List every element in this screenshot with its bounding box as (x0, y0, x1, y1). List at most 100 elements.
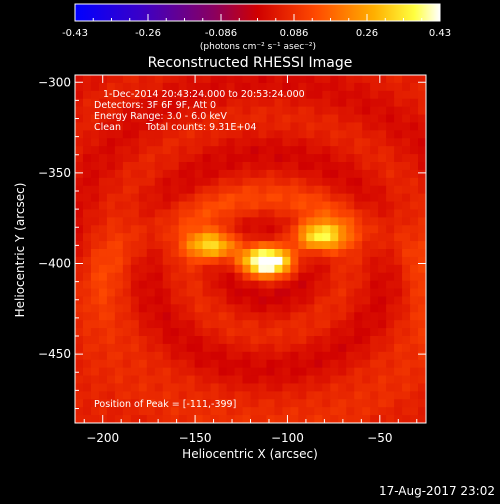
heatmap-cell (418, 383, 426, 392)
heatmap-cell (75, 75, 84, 84)
heatmap-cell (290, 82, 299, 92)
heatmap-cell (210, 75, 220, 84)
heatmap-cell (314, 320, 323, 329)
heatmap-cell (242, 320, 252, 329)
heatmap-cell (210, 106, 220, 116)
heatmap-cell (154, 106, 164, 116)
heatmap-cell (370, 304, 379, 313)
colorbar-tick-label: -0.26 (135, 28, 161, 39)
heatmap-cell (146, 367, 156, 377)
heatmap-cell (346, 122, 355, 131)
heatmap-cell (330, 256, 339, 266)
heatmap-cell (378, 249, 387, 258)
heatmap-cell (130, 343, 140, 353)
heatmap-cell (386, 233, 395, 242)
heatmap-cell (194, 383, 204, 392)
heatmap-cell (362, 233, 371, 242)
heatmap-cell (178, 114, 188, 124)
heatmap-cell (194, 193, 204, 203)
heatmap-cell (234, 328, 244, 337)
heatmap-cell (202, 407, 212, 416)
heatmap-cell (290, 217, 299, 226)
heatmap-cell (410, 375, 419, 385)
heatmap-cell (322, 82, 331, 92)
heatmap-cell (75, 312, 84, 321)
heatmap-cell (90, 320, 100, 329)
heatmap-cell (330, 82, 339, 92)
heatmap-cell (234, 122, 244, 131)
heatmap-cell (106, 241, 116, 250)
heatmap-cell (250, 75, 260, 84)
heatmap-cell (322, 130, 331, 139)
heatmap-cell (178, 122, 188, 131)
heatmap-cell (370, 209, 379, 218)
heatmap-cell (162, 359, 172, 369)
heatmap-cell (250, 193, 260, 203)
heatmap-cell (90, 209, 100, 218)
heatmap-cell (306, 185, 315, 195)
heatmap-cell (130, 75, 140, 84)
heatmap-cell (114, 138, 124, 147)
heatmap-cell (242, 343, 252, 353)
heatmap-cell (298, 407, 307, 416)
heatmap-cell (130, 336, 140, 345)
heatmap-cell (362, 415, 371, 423)
heatmap-cell (130, 296, 140, 305)
heatmap-cell (210, 328, 220, 337)
heatmap-cell (330, 98, 339, 108)
heatmap-cell (346, 351, 355, 361)
heatmap-cell (402, 241, 411, 250)
heatmap-cell (394, 296, 403, 305)
heatmap-cell (330, 177, 339, 187)
heatmap-cell (354, 185, 363, 195)
heatmap-cell (250, 106, 260, 116)
heatmap-cell (130, 249, 140, 258)
heatmap-cell (298, 320, 307, 329)
heatmap-cell (314, 75, 323, 84)
heatmap-cell (75, 415, 84, 423)
heatmap-cell (346, 162, 355, 171)
heatmap-cell (378, 359, 387, 369)
heatmap-cell (274, 185, 284, 195)
heatmap-cell (202, 256, 212, 266)
heatmap-cell (178, 320, 188, 329)
heatmap-cell (258, 82, 268, 92)
heatmap-cell (114, 264, 124, 274)
heatmap-cell (370, 280, 379, 290)
heatmap-cell (362, 359, 371, 369)
heatmap-cell (234, 98, 244, 108)
heatmap-cell (306, 351, 315, 361)
heatmap-cell (98, 272, 108, 282)
heatmap-cell (394, 304, 403, 313)
heatmap-cell (418, 343, 426, 353)
heatmap-cell (362, 288, 371, 298)
heatmap-cell (258, 90, 268, 100)
heatmap-cell (218, 320, 228, 329)
heatmap-cell (186, 233, 196, 242)
heatmap-cell (346, 217, 355, 226)
heatmap-cell (266, 233, 276, 242)
heatmap-cell (418, 225, 426, 234)
heatmap-cell (106, 138, 116, 147)
heatmap-cell (290, 146, 299, 155)
heatmap-cell (202, 209, 212, 218)
heatmap-cell (386, 241, 395, 250)
heatmap-cell (322, 225, 331, 234)
heatmap-cell (130, 98, 140, 108)
heatmap-cell (330, 328, 339, 337)
heatmap-cell (98, 233, 108, 242)
heatmap-cell (266, 225, 276, 234)
heatmap-cell (170, 82, 180, 92)
heatmap-cell (138, 280, 148, 290)
heatmap-cell (194, 407, 204, 416)
heatmap-cell (354, 375, 363, 385)
heatmap-cell (154, 114, 164, 124)
heatmap-cell (354, 359, 363, 369)
heatmap-cell (138, 82, 148, 92)
heatmap-cell (242, 249, 252, 258)
heatmap-cell (394, 359, 403, 369)
heatmap-cell (250, 272, 260, 282)
heatmap-cell (154, 288, 164, 298)
heatmap-cell (202, 185, 212, 195)
heatmap-cell (194, 90, 204, 100)
